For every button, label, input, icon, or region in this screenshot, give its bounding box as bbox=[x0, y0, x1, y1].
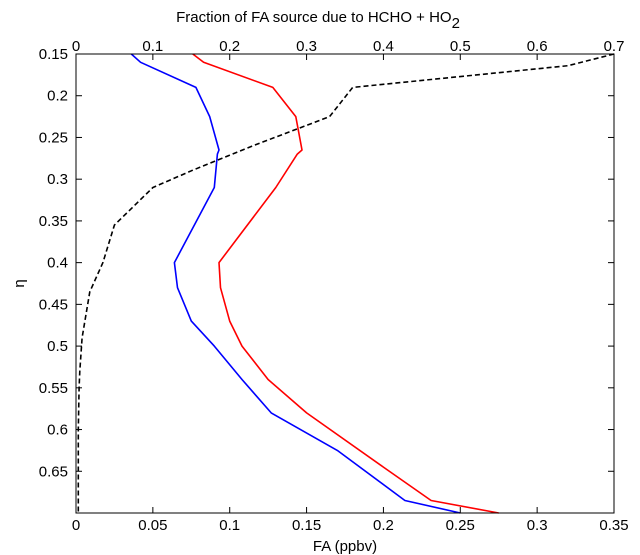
x-top-tick-label: 0.3 bbox=[296, 38, 317, 55]
x-top-tick-label: 0.4 bbox=[373, 38, 394, 55]
series-line-2 bbox=[192, 53, 499, 514]
y-tick-label: 0.2 bbox=[47, 88, 68, 105]
y-tick-label: 0.3 bbox=[47, 171, 68, 188]
x-bottom-tick-label: 0 bbox=[72, 517, 80, 534]
x-bottom-tick-label: 0.25 bbox=[446, 517, 475, 534]
x-top-tick-label: 0.2 bbox=[219, 38, 240, 55]
y-tick-label: 0.45 bbox=[39, 296, 68, 313]
y-tick-label: 0.6 bbox=[47, 422, 68, 439]
y-tick-label: 0.5 bbox=[47, 338, 68, 355]
x-top-tick-label: 0.6 bbox=[527, 38, 548, 55]
x-top-tick-label: 0.5 bbox=[450, 38, 471, 55]
y-tick-label: 0.25 bbox=[39, 129, 68, 146]
top-axis-title-subscript: 2 bbox=[452, 15, 460, 32]
data-layer bbox=[77, 53, 615, 514]
y-tick-label: 0.15 bbox=[39, 46, 68, 63]
y-tick-label: 0.55 bbox=[39, 380, 68, 397]
x-bottom-tick-label: 0.1 bbox=[219, 517, 240, 534]
y-tick-label: 0.35 bbox=[39, 213, 68, 230]
x-axis-title: FA (ppbv) bbox=[313, 538, 377, 555]
x-top-tick-label: 0.1 bbox=[142, 38, 163, 55]
plot-frame bbox=[75, 53, 615, 514]
x-top-tick-label: 0 bbox=[72, 38, 80, 55]
y-tick-label: 0.65 bbox=[39, 463, 68, 480]
x-top-tick-label: 0.7 bbox=[604, 38, 625, 55]
x-bottom-tick-label: 0.3 bbox=[527, 517, 548, 534]
y-axis-title: η bbox=[11, 279, 28, 287]
top-axis-title-main: Fraction of FA source due to HCHO + HO bbox=[176, 9, 452, 26]
ticks-layer: 0.15 0.2 0.25 0.3 0.35 0.4 0.45 0.5 0.55 0.6 0.65 0… bbox=[39, 38, 629, 534]
series-line-1 bbox=[130, 53, 461, 514]
top-axis-title: Fraction of FA source due to HCHO + HO2 bbox=[176, 9, 460, 32]
x-bottom-tick-label: 0.35 bbox=[599, 517, 628, 534]
x-bottom-tick-label: 0.15 bbox=[292, 517, 321, 534]
y-tick-label: 0.4 bbox=[47, 255, 68, 272]
series-line-3 bbox=[77, 53, 615, 513]
x-bottom-tick-label: 0.2 bbox=[373, 517, 394, 534]
x-bottom-tick-label: 0.05 bbox=[138, 517, 167, 534]
